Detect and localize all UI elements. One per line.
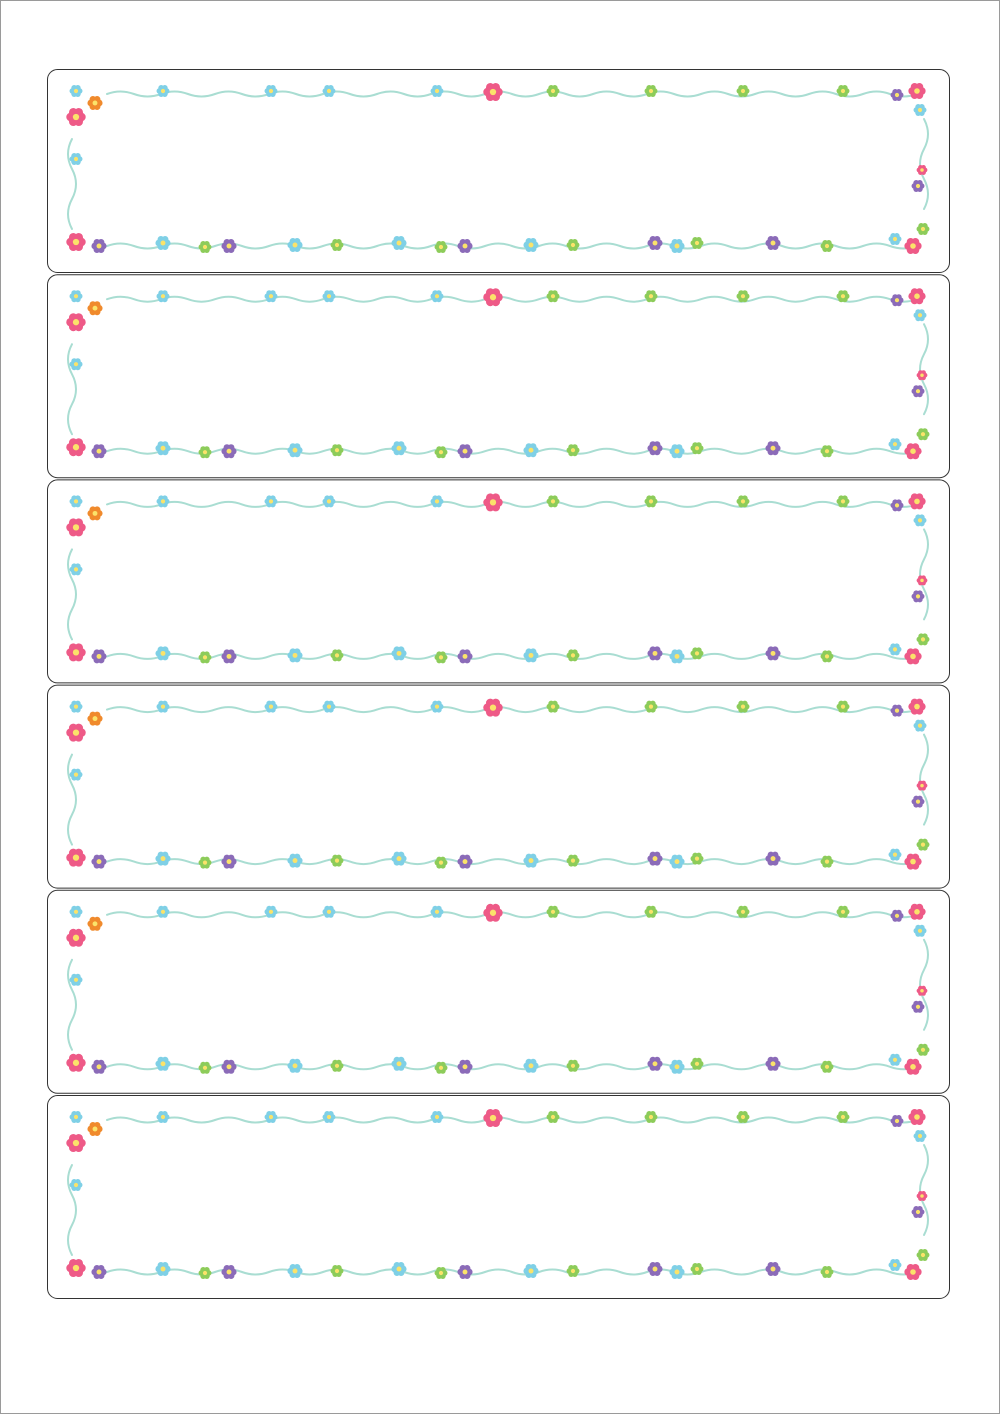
- label: [46, 684, 951, 890]
- label: [46, 478, 951, 684]
- label: [46, 1094, 951, 1300]
- label: [46, 889, 951, 1095]
- label: [46, 68, 951, 274]
- label: [46, 273, 951, 479]
